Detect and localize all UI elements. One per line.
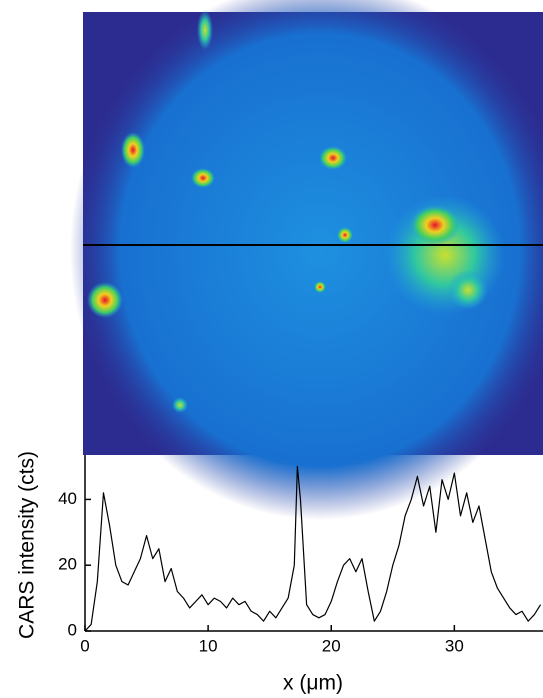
hotspot	[87, 282, 123, 318]
cars-image	[70, 0, 543, 520]
cell-body	[70, 0, 543, 520]
x-tick-label: 20	[322, 636, 341, 655]
spot	[448, 270, 488, 310]
x-tick-label: 0	[80, 636, 89, 655]
hotspot	[121, 132, 145, 168]
spot	[172, 397, 188, 413]
spot	[337, 227, 353, 243]
profile-line	[84, 465, 542, 632]
y-tick-label: 20	[58, 555, 77, 574]
y-tick-label: 40	[58, 489, 77, 508]
x-tick-label: 10	[199, 636, 218, 655]
x-axis-label: x (μm)	[283, 672, 343, 695]
y-axis-label: CARS intensity (cts)	[16, 451, 39, 639]
hotspot	[319, 146, 347, 170]
x-tick-label: 30	[445, 636, 464, 655]
spot	[197, 10, 213, 50]
hotspot	[191, 168, 215, 188]
y-tick-label: 0	[68, 620, 77, 639]
spot	[314, 281, 326, 293]
hotspot	[410, 205, 460, 245]
